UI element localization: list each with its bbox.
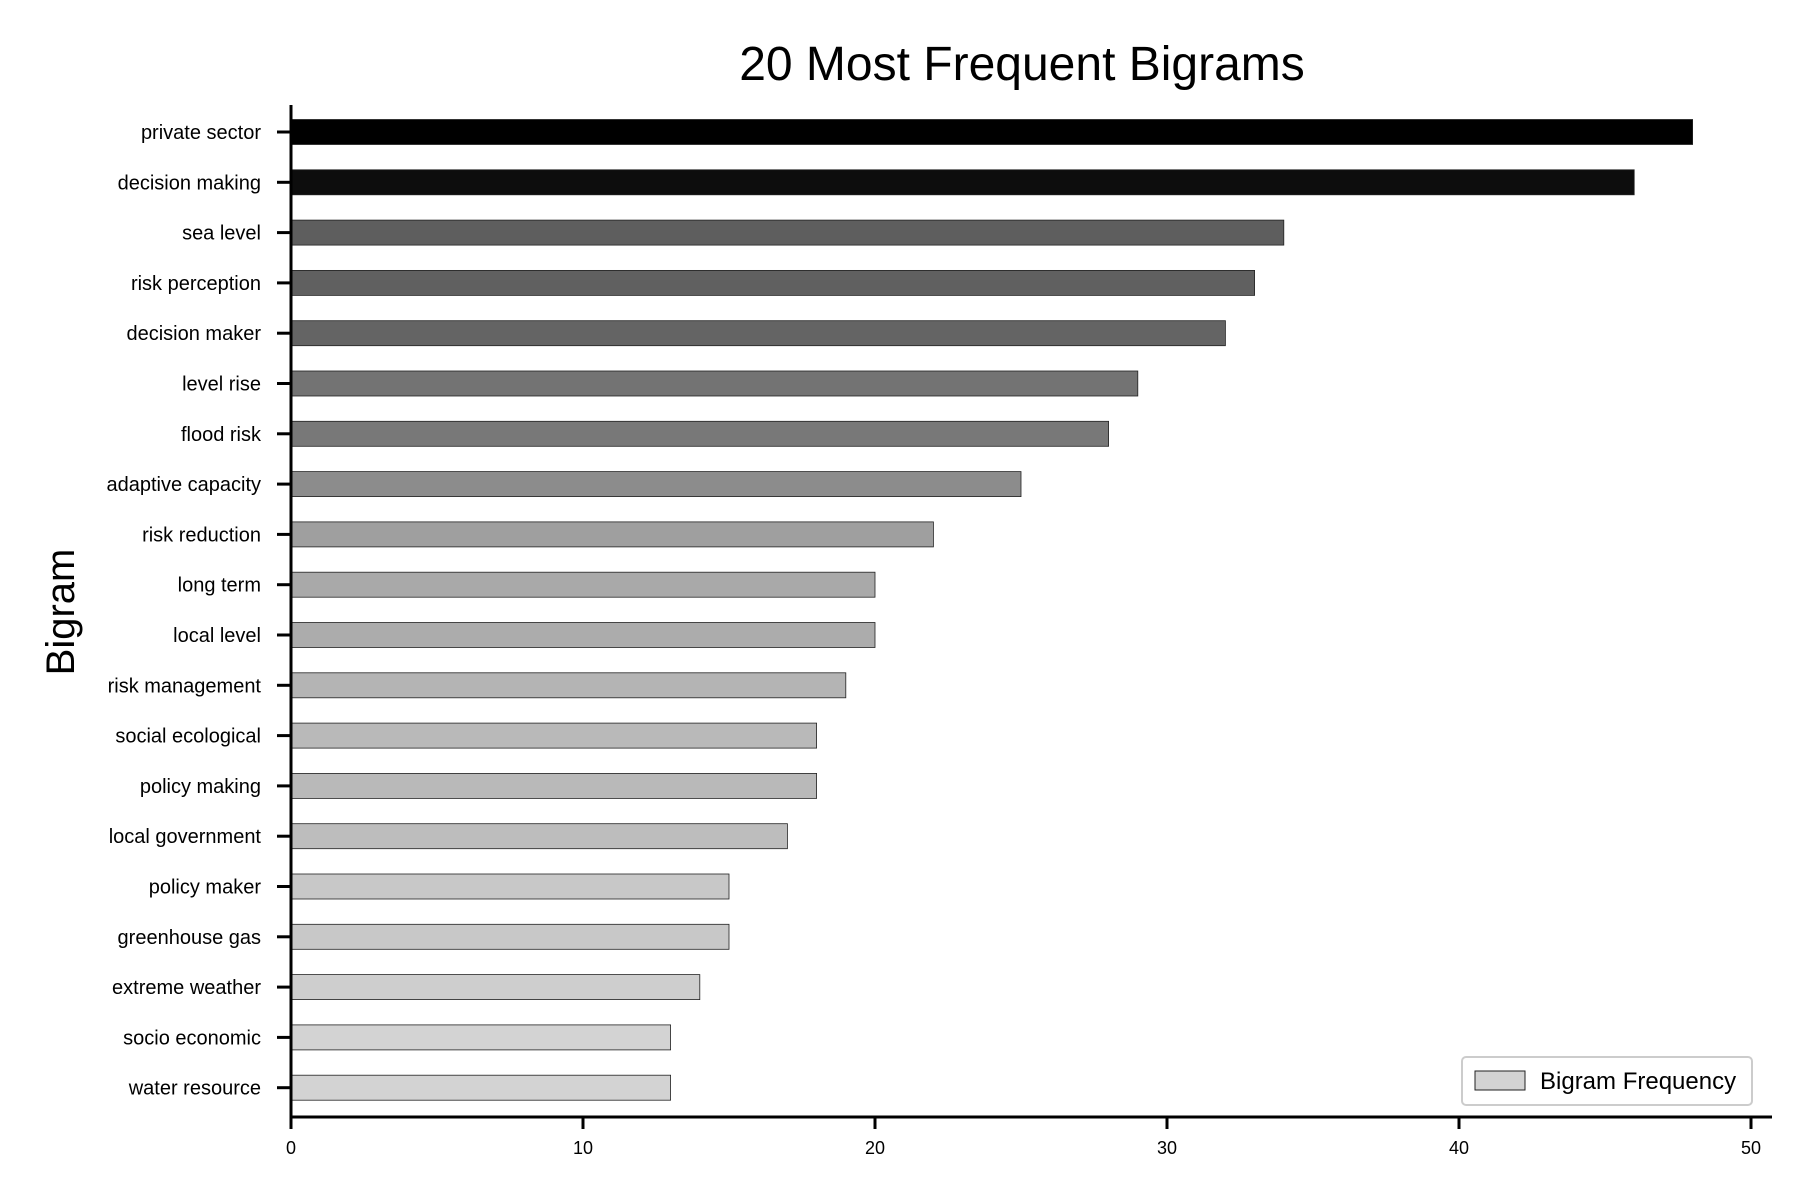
y-tick-label: decision maker [126,323,261,345]
x-tick-label: 20 [865,1138,885,1158]
y-tick-label: socio economic [123,1027,261,1049]
bar-decision-maker [290,320,1226,347]
bar-policy-making [290,773,817,799]
bar-greenhouse-gas [290,923,730,950]
y-tick-label: extreme weather [112,977,261,999]
y-tick-label: level rise [182,374,261,396]
legend-swatch [1474,1070,1526,1091]
y-ticks-group: private sector decision making sea level ri… [106,122,291,1100]
y-tick-label: risk reduction [142,524,261,546]
x-ticks-group: 0 10 20 30 40 50 [286,1117,1761,1158]
x-tick-label: 40 [1449,1138,1469,1158]
legend-box [1461,1056,1753,1106]
bar-private-sector [290,119,1693,145]
legend-label: Bigram Frequency [1540,1068,1736,1095]
y-tick-label: greenhouse gas [118,927,261,949]
y-axis-title: Bigram [39,549,83,676]
bar-flood-risk [290,420,1109,447]
y-tick-label: flood risk [181,424,262,446]
x-tick-label: 50 [1741,1138,1761,1158]
bar-level-rise [290,370,1139,397]
bar-extreme-weather [290,974,701,1000]
y-tick-label: private sector [141,122,261,144]
legend: Bigram Frequency [1461,1056,1753,1106]
y-tick-label: policy making [140,776,261,798]
y-tick-label: sea level [182,223,261,245]
bar-risk-management [290,672,847,699]
bar-local-government [290,823,788,850]
y-tick-label: risk perception [131,273,261,295]
bars-group [290,119,1693,1101]
y-tick-label: adaptive capacity [106,474,261,496]
bar-water-resource [290,1074,672,1101]
bar-decision-making [290,169,1635,196]
bar-long-term [290,571,876,598]
y-tick-label: local government [109,826,262,848]
y-tick-label: risk management [108,675,262,697]
x-tick-label: 0 [286,1138,296,1158]
x-tick-label: 10 [573,1138,593,1158]
bar-local-level [290,622,876,648]
bar-risk-reduction [290,521,934,548]
bar-adaptive-capacity [290,471,1022,498]
bar-social-ecological [290,722,817,749]
x-tick-label: 30 [1157,1138,1177,1158]
y-tick-label: long term [178,575,261,597]
y-tick-label: social ecological [115,726,261,748]
y-tick-label: policy maker [149,877,262,899]
chart-title: 20 Most Frequent Bigrams [739,38,1305,91]
y-tick-label: water resource [128,1078,261,1100]
y-tick-label: decision making [118,172,261,194]
bar-policy-maker [290,873,730,900]
bar-socio-economic [290,1024,672,1051]
bar-risk-perception [290,269,1255,296]
bar-sea-level [290,219,1285,246]
y-tick-label: local level [173,625,261,647]
